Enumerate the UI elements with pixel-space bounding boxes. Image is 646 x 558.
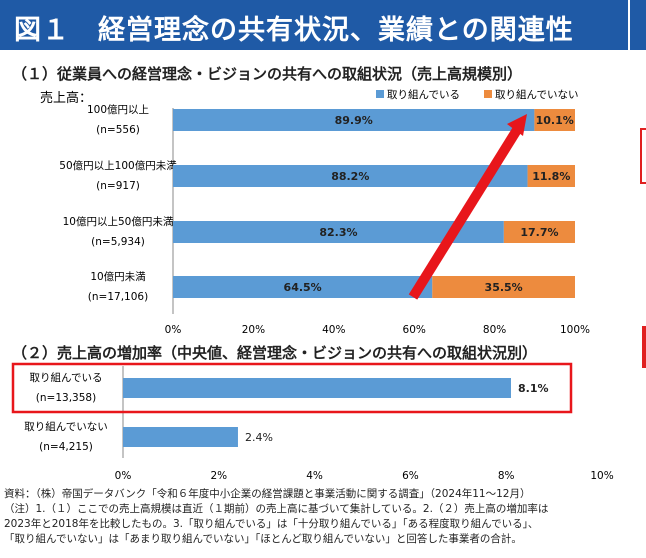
chart1-bar-engaged bbox=[173, 165, 528, 187]
legend-label-1: 取り組んでいない bbox=[495, 88, 578, 101]
legend-swatch-1 bbox=[484, 90, 492, 98]
chart1-category-label: 10億円以上50億円未満 bbox=[63, 215, 174, 228]
chart1-category-label: 10億円未満 bbox=[90, 270, 146, 283]
adjacent-header-edge bbox=[630, 0, 646, 50]
chart1-trend-arrow-head bbox=[507, 114, 527, 136]
chart1-x-tick-label: 0% bbox=[165, 324, 182, 336]
chart1-bar-not-engaged bbox=[503, 221, 575, 243]
chart2-category-label: 取り組んでいる bbox=[30, 371, 103, 384]
chart1-category-count: (n=556) bbox=[96, 124, 140, 136]
chart1-data-label: 17.7% bbox=[520, 226, 558, 239]
adjacent-red-mark bbox=[642, 326, 646, 368]
chart2-bar bbox=[123, 427, 238, 447]
chart2-highlight-frame bbox=[11, 362, 573, 414]
chart1-category-label: 100億円以上 bbox=[87, 103, 149, 116]
chart2-x-tick-label: 0% bbox=[115, 470, 132, 482]
chart1-bar-engaged bbox=[173, 276, 433, 298]
chart1-data-label: 11.8% bbox=[532, 170, 570, 183]
chart2-x-tick-label: 10% bbox=[590, 470, 613, 482]
footnote-line-3: 「取り組んでいない」は「あまり取り組んでいない」「ほとんど取り組んでいない」と回… bbox=[4, 533, 522, 545]
chart1-bar-not-engaged bbox=[534, 109, 575, 131]
legend-swatch-0 bbox=[376, 90, 384, 98]
chart1-bar-engaged bbox=[173, 221, 504, 243]
footnote-line-1: （注）1.（１）ここでの売上高規模は直近（１期前）の売上高に基づいて集計している… bbox=[4, 503, 549, 515]
chart2-svg: 取り組んでいる (n=13,358) 8.1% 取り組んでいない (n=4,215) 2.… bbox=[11, 362, 614, 482]
chart1-x-tick-label: 80% bbox=[483, 324, 506, 336]
source-note: 資料：（株）帝国データバンク「令和６年度中小企業の経営課題と事業活動に関する調査… bbox=[4, 488, 531, 500]
chart1-trend-arrow-shaft bbox=[408, 122, 525, 300]
chart1-ylabel: 売上高： bbox=[40, 90, 92, 106]
chart2-category-label: 取り組んでいない bbox=[24, 420, 107, 433]
chart1-x-tick-label: 100% bbox=[560, 324, 590, 336]
adjacent-figure-edge bbox=[630, 0, 646, 558]
chart1-x-tick-label: 20% bbox=[242, 324, 265, 336]
chart1-category-label: 50億円以上100億円未満 bbox=[59, 159, 177, 172]
chart2-category-count: (n=13,358) bbox=[36, 392, 96, 404]
chart1-data-label: 10.1% bbox=[536, 114, 574, 127]
chart1-category-count: (n=17,106) bbox=[88, 291, 148, 303]
footnote-line-2: 2023年と2018年を比較したもの。3.「取り組んでいる」は「十分取り組んでい… bbox=[4, 518, 539, 530]
chart1-x-tick-label: 60% bbox=[403, 324, 426, 336]
chart1-bar-engaged bbox=[173, 109, 535, 131]
chart1-title: （１）従業員への経営理念・ビジョンの共有への取組状況（売上高規模別） bbox=[12, 65, 523, 83]
chart1-data-label: 89.9% bbox=[335, 114, 373, 127]
chart2-bar bbox=[123, 378, 511, 398]
chart1-x-tick-label: 40% bbox=[322, 324, 345, 336]
adjacent-red-frame-edge bbox=[640, 128, 646, 184]
legend-label-0: 取り組んでいる bbox=[387, 88, 460, 101]
chart2-x-tick-label: 4% bbox=[306, 470, 323, 482]
chart1-data-label: 35.5% bbox=[485, 281, 523, 294]
chart1-svg: 売上高： 取り組んでいる 取り組んでいない 100億円以上 (n=556) 89.9% 10… bbox=[40, 88, 590, 336]
chart2-data-label: 2.4% bbox=[245, 431, 273, 444]
chart1-data-label: 88.2% bbox=[331, 170, 369, 183]
figure-header: 図１ 経営理念の共有状況、業績との関連性 bbox=[0, 0, 628, 50]
chart1-data-label: 64.5% bbox=[284, 281, 322, 294]
chart2-category-count: (n=4,215) bbox=[39, 441, 93, 453]
chart2-title: （２）売上高の増加率（中央値、経営理念・ビジョンの共有への取組状況別） bbox=[12, 344, 538, 362]
chart1-bar-not-engaged bbox=[527, 165, 575, 187]
figure-title: 図１ 経営理念の共有状況、業績との関連性 bbox=[14, 15, 574, 46]
chart2-x-tick-label: 2% bbox=[210, 470, 227, 482]
chart2-x-tick-label: 6% bbox=[402, 470, 419, 482]
chart1-category-count: (n=5,934) bbox=[91, 236, 145, 248]
chart2-x-tick-label: 8% bbox=[498, 470, 515, 482]
chart2-data-label: 8.1% bbox=[518, 382, 549, 395]
chart1-category-count: (n=917) bbox=[96, 180, 140, 192]
chart1-bar-not-engaged bbox=[432, 276, 575, 298]
chart1-data-label: 82.3% bbox=[319, 226, 357, 239]
